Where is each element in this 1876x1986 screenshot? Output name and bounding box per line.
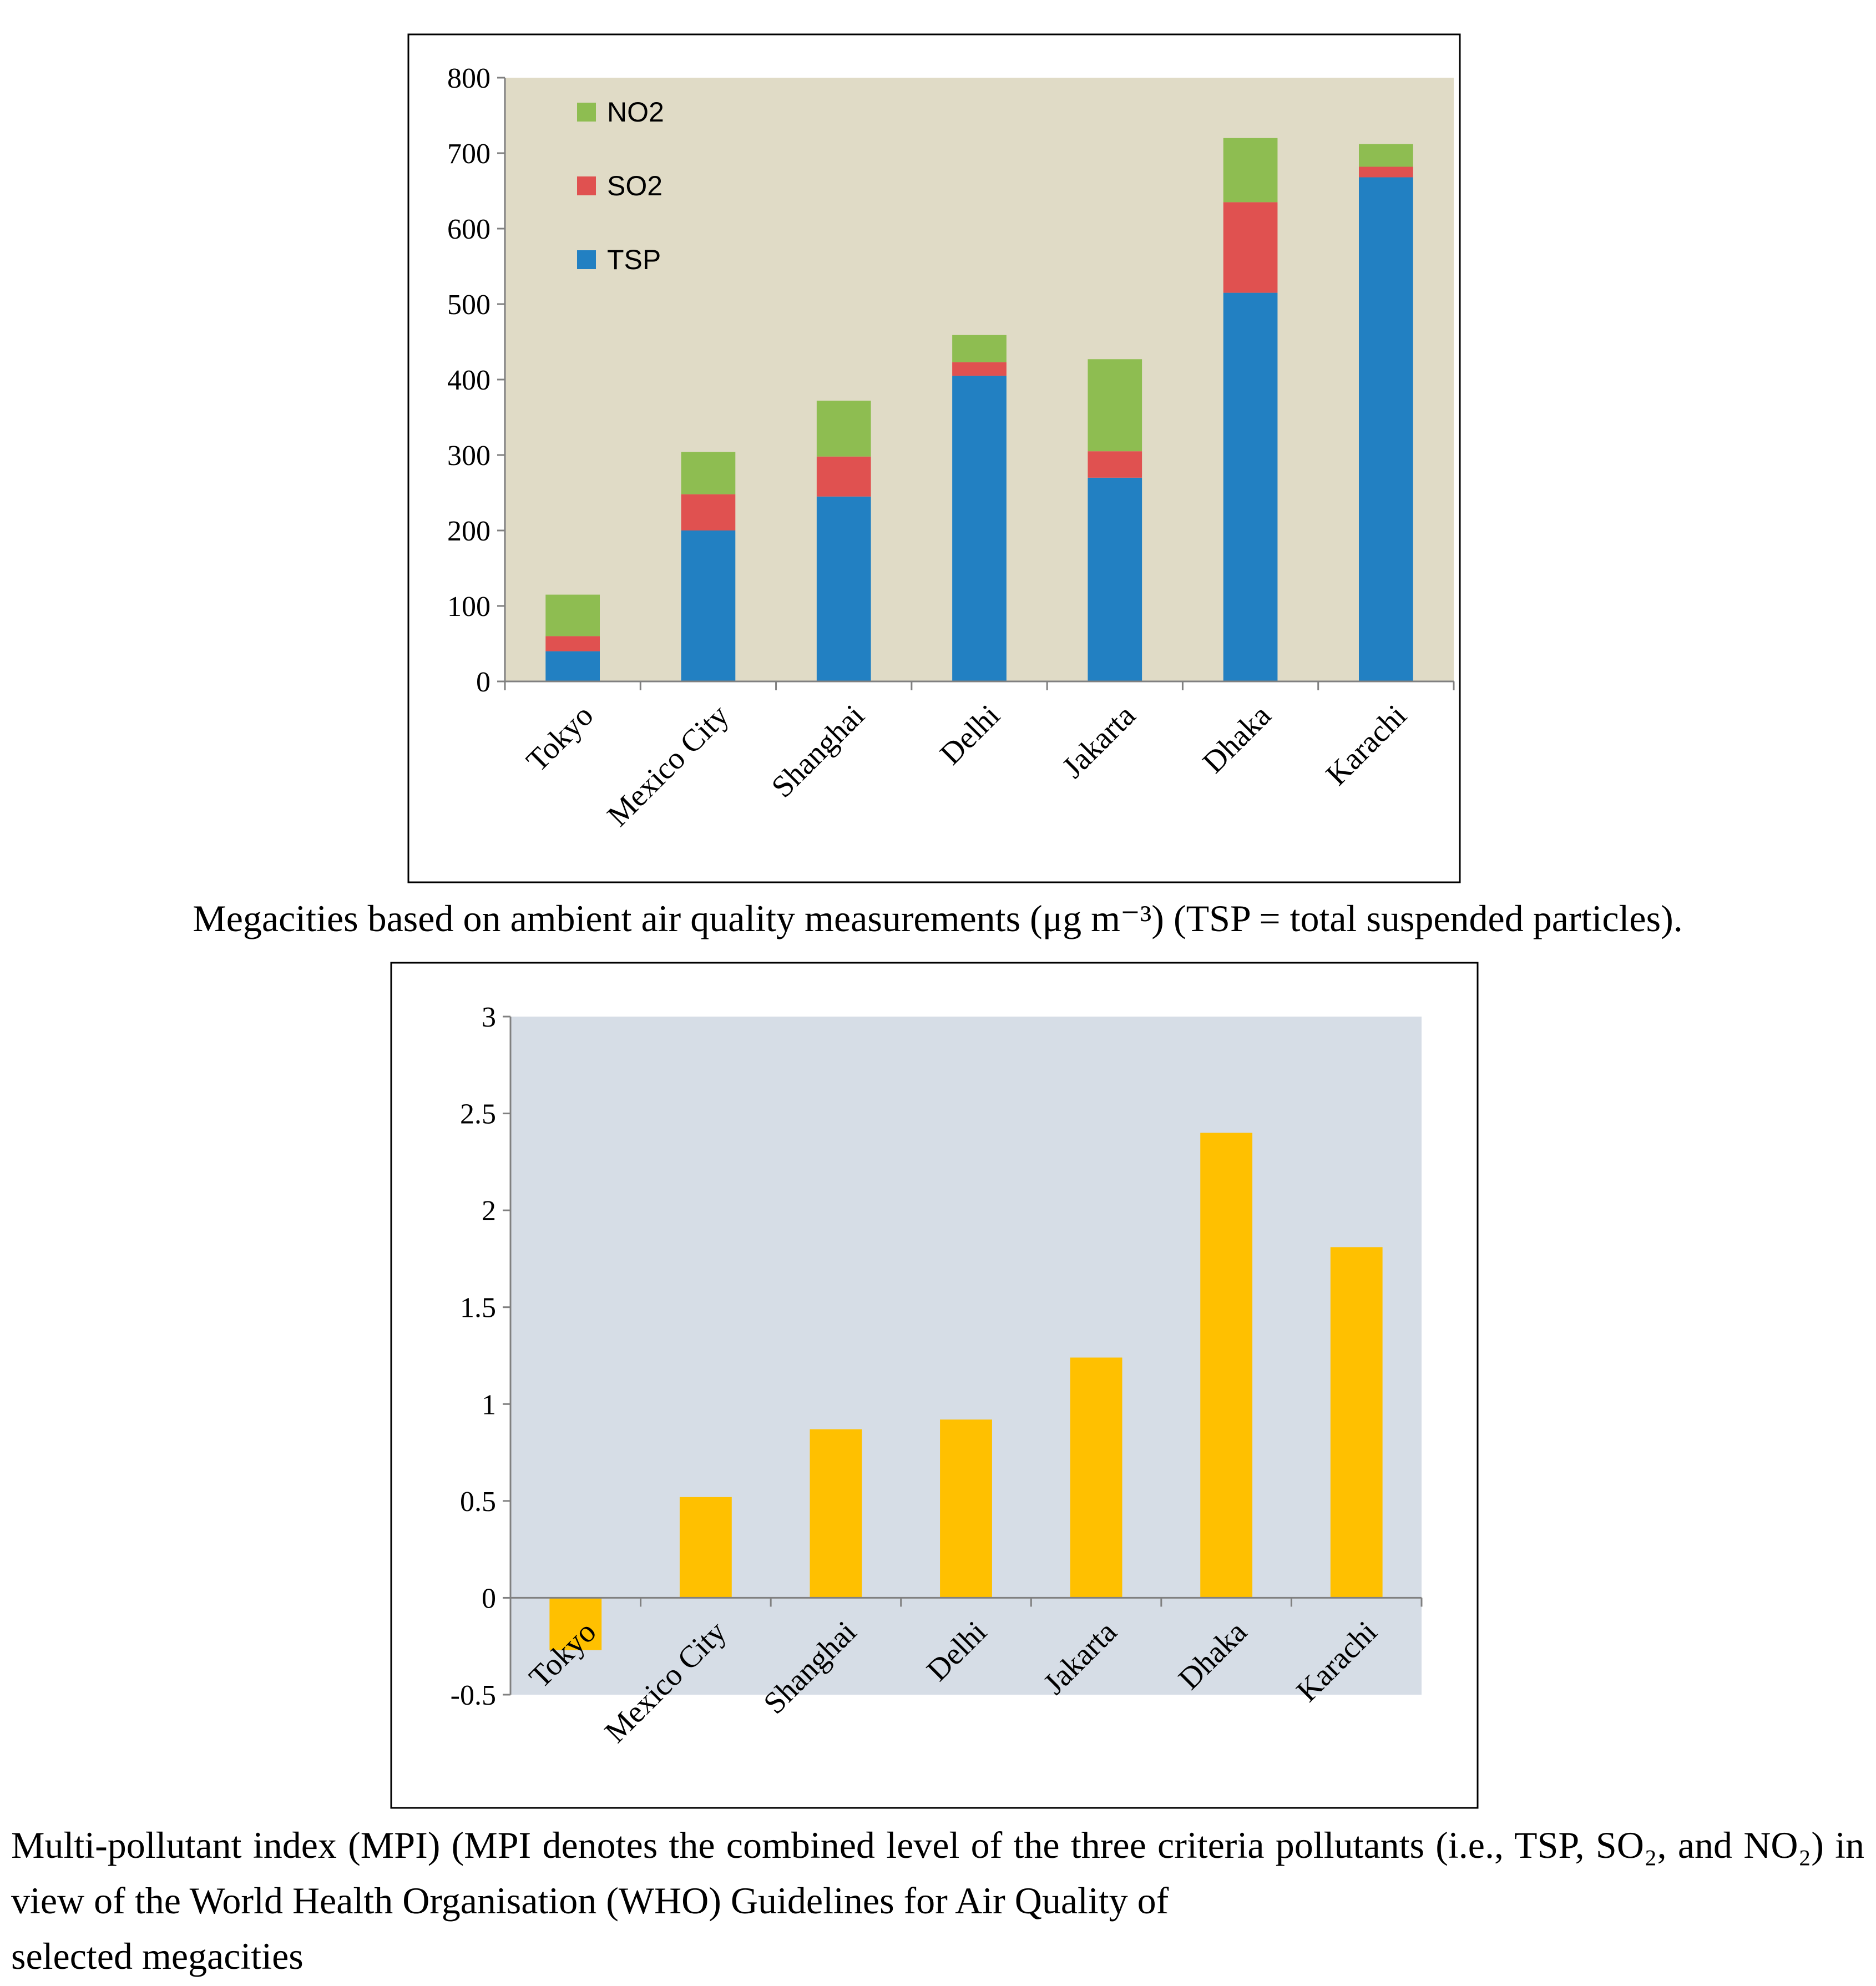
- bar-so2-tokyo: [545, 636, 600, 651]
- bar-so2-shanghai: [816, 456, 871, 497]
- chart1-y-tick-label-400: 400: [447, 365, 491, 396]
- figure-caption-2: Multi-pollutant index (MPI) (MPI denotes…: [11, 1817, 1864, 1984]
- bar-mpi-tokyo: [549, 1598, 602, 1650]
- chart1-y-tick-label-100: 100: [447, 591, 491, 623]
- caption-2-main-text: Multi-pollutant index (MPI) (MPI denotes…: [11, 1824, 1864, 1922]
- bar-tsp-jakarta: [1088, 477, 1142, 681]
- legend-swatch-so2: [577, 176, 596, 195]
- chart2-y-tick-label-0-5: -0.5: [451, 1680, 496, 1711]
- chart2-y-tick-label-1-5: 1.5: [460, 1292, 496, 1324]
- legend-label-no2: NO2: [607, 97, 664, 128]
- bar-so2-karachi: [1359, 166, 1413, 178]
- bar-mpi-dhaka: [1200, 1133, 1253, 1598]
- figure-caption-1: Megacities based on ambient air quality …: [193, 897, 1683, 939]
- chart1-y-tick-label-700: 700: [447, 138, 491, 170]
- bar-tsp-dhaka: [1223, 292, 1278, 681]
- bar-tsp-delhi: [952, 376, 1007, 681]
- chart2-y-tick-label-0-5: 0.5: [460, 1486, 496, 1518]
- chart1-y-tick-label-200: 200: [447, 516, 491, 547]
- bar-no2-mexico-city: [681, 452, 736, 494]
- chart1-y-tick-label-0: 0: [476, 666, 491, 698]
- caption-2-last-line: selected megacities: [11, 1935, 304, 1977]
- chart2-y-tick-label-3: 3: [482, 1002, 496, 1033]
- bar-no2-jakarta: [1088, 359, 1142, 452]
- chart1-y-tick-label-300: 300: [447, 440, 491, 472]
- chart1-y-tick-label-500: 500: [447, 289, 491, 321]
- chart2-y-tick-label-1: 1: [482, 1389, 496, 1421]
- bar-mpi-mexico-city: [679, 1497, 732, 1598]
- bar-so2-dhaka: [1223, 202, 1278, 293]
- bar-so2-jakarta: [1088, 451, 1142, 478]
- bar-no2-tokyo: [545, 594, 600, 636]
- bar-no2-delhi: [952, 335, 1007, 362]
- bar-tsp-mexico-city: [681, 530, 736, 681]
- chart1-y-tick-label-600: 600: [447, 214, 491, 245]
- bar-mpi-jakarta: [1070, 1357, 1122, 1598]
- bar-mpi-shanghai: [810, 1429, 862, 1598]
- bar-mpi-karachi: [1330, 1247, 1383, 1598]
- bar-mpi-delhi: [940, 1419, 992, 1598]
- chart2-y-tick-label-2: 2: [482, 1195, 496, 1227]
- bar-so2-mexico-city: [681, 494, 736, 530]
- bar-no2-karachi: [1359, 144, 1413, 167]
- legend-label-so2: SO2: [607, 170, 663, 201]
- bar-so2-delhi: [952, 362, 1007, 376]
- bar-tsp-karachi: [1359, 177, 1413, 681]
- legend-swatch-tsp: [577, 250, 596, 269]
- legend-swatch-no2: [577, 103, 596, 122]
- bar-no2-shanghai: [816, 401, 871, 457]
- chart2-y-tick-label-0: 0: [482, 1583, 496, 1614]
- legend-label-tsp: TSP: [607, 244, 661, 275]
- bar-tsp-shanghai: [816, 496, 871, 681]
- chart1-y-tick-label-800: 800: [447, 63, 491, 94]
- bar-tsp-tokyo: [545, 651, 600, 681]
- bar-no2-dhaka: [1223, 138, 1278, 203]
- chart2-y-tick-label-2-5: 2.5: [460, 1099, 496, 1130]
